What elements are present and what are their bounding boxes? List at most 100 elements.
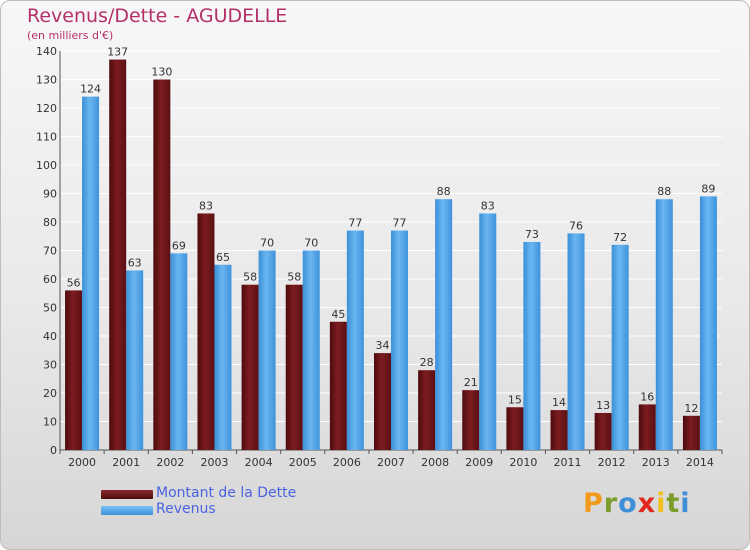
logo-letter: i xyxy=(656,488,667,519)
data-label-revenus: 65 xyxy=(216,251,230,264)
bar-dette xyxy=(374,353,391,450)
data-label-revenus: 70 xyxy=(260,237,274,250)
bar-revenus xyxy=(302,250,320,450)
chart-subtitle: (en milliers d'€) xyxy=(27,29,114,42)
data-label-dette: 14 xyxy=(552,396,566,409)
x-tick-label: 2000 xyxy=(68,456,96,469)
x-tick-label: 2006 xyxy=(333,456,361,469)
y-tick-label: 40 xyxy=(43,330,57,343)
bar-dette xyxy=(329,321,347,450)
bar-dette xyxy=(550,410,568,450)
x-tick-label: 2013 xyxy=(642,456,670,469)
x-tick-label: 2010 xyxy=(509,456,537,469)
bar-dette xyxy=(153,79,171,450)
data-label-dette: 34 xyxy=(376,339,390,352)
bars-layer xyxy=(65,59,717,451)
bar-revenus xyxy=(346,230,364,450)
y-tick-label: 30 xyxy=(43,359,57,372)
data-label-revenus: 88 xyxy=(437,185,451,198)
x-tick-label: 2011 xyxy=(554,456,582,469)
legend-label-revenus: Revenus xyxy=(156,501,216,517)
data-label-dette: 83 xyxy=(199,199,213,212)
logo-letter: x xyxy=(637,488,657,519)
data-label-revenus: 70 xyxy=(304,237,318,250)
bar-revenus xyxy=(655,199,673,450)
legend-swatch-dette xyxy=(101,490,153,499)
data-label-dette: 13 xyxy=(596,399,610,412)
data-label-dette: 15 xyxy=(508,393,522,406)
bar-revenus xyxy=(258,250,276,450)
y-tick-label: 80 xyxy=(43,216,57,229)
legend-swatch-revenus xyxy=(101,506,153,515)
logo-letter: t xyxy=(666,488,681,519)
bar-dette xyxy=(682,415,700,450)
data-label-revenus: 88 xyxy=(657,185,671,198)
bar-revenus xyxy=(479,213,497,450)
bar-dette xyxy=(109,59,127,451)
data-label-dette: 56 xyxy=(67,276,81,289)
data-label-revenus: 83 xyxy=(481,199,495,212)
bar-revenus xyxy=(170,253,188,450)
y-tick-label: 100 xyxy=(36,159,57,172)
chart-title: Revenus/Dette - AGUDELLE xyxy=(27,5,288,27)
bar-revenus xyxy=(82,96,100,450)
bar-revenus xyxy=(567,233,585,450)
bar-revenus xyxy=(391,230,408,450)
bar-revenus xyxy=(214,264,232,450)
x-tick-label: 2014 xyxy=(686,456,714,469)
y-tick-label: 70 xyxy=(43,245,57,258)
data-label-revenus: 76 xyxy=(569,219,583,232)
x-tick-label: 2012 xyxy=(598,456,626,469)
data-label-revenus: 124 xyxy=(80,83,101,96)
y-tick-label: 20 xyxy=(43,387,57,400)
data-label-revenus: 89 xyxy=(701,182,715,195)
bar-revenus xyxy=(435,199,453,450)
bar-dette xyxy=(506,407,524,450)
bar-dette xyxy=(418,370,436,450)
x-tick-label: 2003 xyxy=(200,456,228,469)
data-label-dette: 28 xyxy=(420,356,434,369)
data-label-revenus: 72 xyxy=(613,231,627,244)
data-label-revenus: 77 xyxy=(348,217,362,230)
data-label-revenus: 69 xyxy=(172,239,186,252)
data-label-revenus: 63 xyxy=(128,256,142,269)
y-tick-label: 60 xyxy=(43,273,57,286)
y-tick-label: 10 xyxy=(43,416,57,429)
bar-revenus xyxy=(699,196,717,450)
x-tick-label: 2009 xyxy=(465,456,493,469)
x-tick-label: 2007 xyxy=(377,456,405,469)
y-tick-label: 110 xyxy=(36,131,57,144)
proxiti-logo: Proxiti xyxy=(583,488,691,519)
data-label-revenus: 77 xyxy=(393,217,407,230)
data-label-dette: 130 xyxy=(151,66,172,79)
y-tick-label: 120 xyxy=(36,102,57,115)
bar-dette xyxy=(241,284,259,450)
data-label-dette: 12 xyxy=(684,402,698,415)
bar-dette xyxy=(285,284,303,450)
x-tick-label: 2004 xyxy=(245,456,273,469)
y-tick-label: 50 xyxy=(43,302,57,315)
data-label-dette: 58 xyxy=(287,271,301,284)
bar-dette xyxy=(65,290,83,450)
bar-revenus xyxy=(523,241,541,450)
bar-dette xyxy=(197,213,215,450)
data-label-dette: 45 xyxy=(331,308,345,321)
bar-dette xyxy=(594,412,612,450)
bar-dette xyxy=(638,404,656,450)
y-tick-label: 140 xyxy=(36,45,57,58)
x-tick-label: 2002 xyxy=(156,456,184,469)
legend-label-dette: Montant de la Dette xyxy=(156,485,297,501)
logo-letter: r xyxy=(603,488,619,519)
x-tick-label: 2001 xyxy=(112,456,140,469)
logo-letter: i xyxy=(680,488,691,519)
x-tick-label: 2005 xyxy=(289,456,317,469)
data-label-dette: 16 xyxy=(640,390,654,403)
y-tick-label: 90 xyxy=(43,188,57,201)
y-tick-label: 0 xyxy=(50,444,57,457)
labels-layer: 0 10 20 30 40 50 60 70 80 90 100 110 120 130 140 2000 56… xyxy=(36,45,715,469)
data-label-dette: 137 xyxy=(107,46,128,59)
bar-revenus xyxy=(611,244,629,450)
bar-revenus xyxy=(126,270,144,450)
x-tick-label: 2008 xyxy=(421,456,449,469)
